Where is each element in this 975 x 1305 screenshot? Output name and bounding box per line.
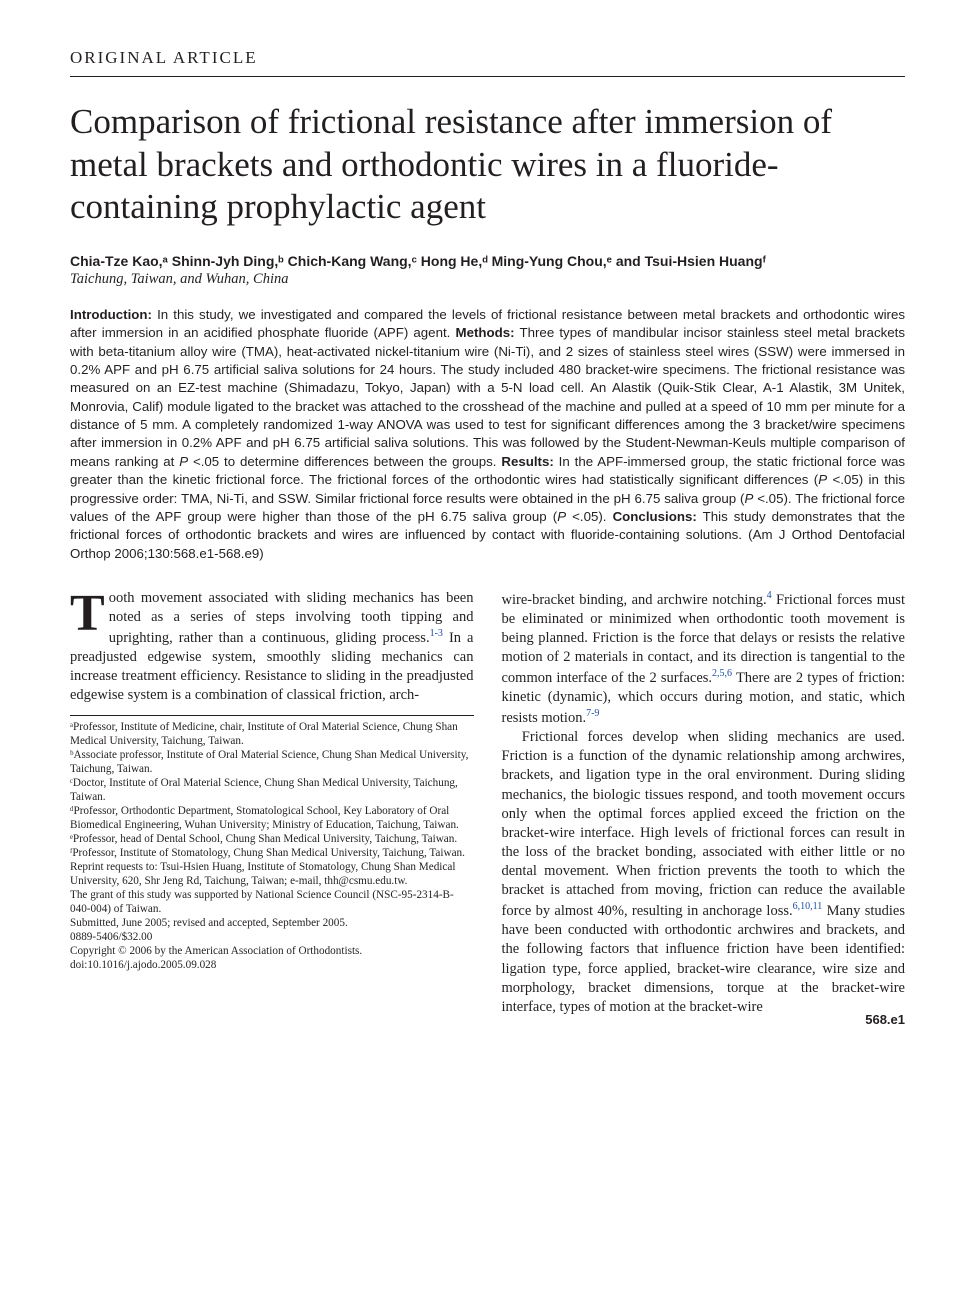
footnote-affil-a: ᵃProfessor, Institute of Medicine, chair…	[70, 720, 474, 748]
abstract-intro-label: Introduction:	[70, 307, 152, 322]
footnote-affil-f: ᶠProfessor, Institute of Stomatology, Ch…	[70, 846, 474, 860]
author-list: Chia-Tze Kao,ᵃ Shinn-Jyh Ding,ᵇ Chich-Ka…	[70, 253, 905, 269]
footnote-issn: 0889-5406/$32.00	[70, 930, 474, 944]
p-italic: P	[557, 509, 566, 524]
body-text: Many studies have been conducted with or…	[502, 903, 906, 1015]
footnote-reprint: Reprint requests to: Tsui-Hsien Huang, I…	[70, 860, 474, 888]
abstract-results-label: Results:	[501, 454, 553, 469]
citation-ref[interactable]: 7-9	[586, 708, 599, 719]
footnote-divider	[70, 715, 474, 716]
abstract-results-text-4: <.05).	[566, 509, 613, 524]
body-paragraph: Frictional forces develop when sliding m…	[502, 728, 906, 1017]
left-column: Tooth movement associated with sliding m…	[70, 589, 474, 1017]
article-title: Comparison of frictional resistance afte…	[70, 101, 905, 229]
footnote-copyright: Copyright © 2006 by the American Associa…	[70, 944, 474, 958]
footnote-grant: The grant of this study was supported by…	[70, 888, 474, 916]
p-italic: P	[179, 454, 188, 469]
body-text: wire-bracket binding, and archwire notch…	[502, 592, 767, 608]
divider-rule	[70, 76, 905, 77]
body-paragraph: Tooth movement associated with sliding m…	[70, 589, 474, 706]
dropcap: T	[70, 589, 109, 636]
section-label: ORIGINAL ARTICLE	[70, 48, 905, 68]
body-paragraph: wire-bracket binding, and archwire notch…	[502, 589, 906, 728]
citation-ref[interactable]: 2,5,6	[712, 668, 732, 679]
footnotes-block: ᵃProfessor, Institute of Medicine, chair…	[70, 720, 474, 972]
two-column-body: Tooth movement associated with sliding m…	[70, 589, 905, 1017]
body-text: Frictional forces develop when sliding m…	[502, 729, 906, 919]
footnote-affil-c: ᶜDoctor, Institute of Oral Material Scie…	[70, 776, 474, 804]
journal-page: ORIGINAL ARTICLE Comparison of frictiona…	[0, 0, 975, 1057]
citation-ref[interactable]: 1-3	[430, 628, 443, 639]
affiliation-line: Taichung, Taiwan, and Wuhan, China	[70, 271, 905, 288]
footnote-submitted: Submitted, June 2005; revised and accept…	[70, 916, 474, 930]
page-number: 568.e1	[865, 1012, 905, 1027]
abstract-methods-text: Three types of mandibular incisor stainl…	[70, 325, 905, 468]
body-text: ooth movement associated with sliding me…	[109, 590, 474, 646]
p-italic: P	[818, 472, 827, 487]
footnote-doi: doi:10.1016/j.ajodo.2005.09.028	[70, 958, 474, 972]
p-italic: P	[744, 491, 753, 506]
abstract-block: Introduction: In this study, we investig…	[70, 306, 905, 563]
footnote-affil-b: ᵇAssociate professor, Institute of Oral …	[70, 748, 474, 776]
abstract-methods-text-2: <.05 to determine differences between th…	[188, 454, 501, 469]
abstract-methods-label: Methods:	[456, 325, 515, 340]
footnote-affil-d: ᵈProfessor, Orthodontic Department, Stom…	[70, 804, 474, 832]
abstract-conclusions-label: Conclusions:	[613, 509, 697, 524]
footnote-affil-e: ᵉProfessor, head of Dental School, Chung…	[70, 832, 474, 846]
right-column: wire-bracket binding, and archwire notch…	[502, 589, 906, 1017]
citation-ref[interactable]: 6,10,11	[793, 901, 823, 912]
